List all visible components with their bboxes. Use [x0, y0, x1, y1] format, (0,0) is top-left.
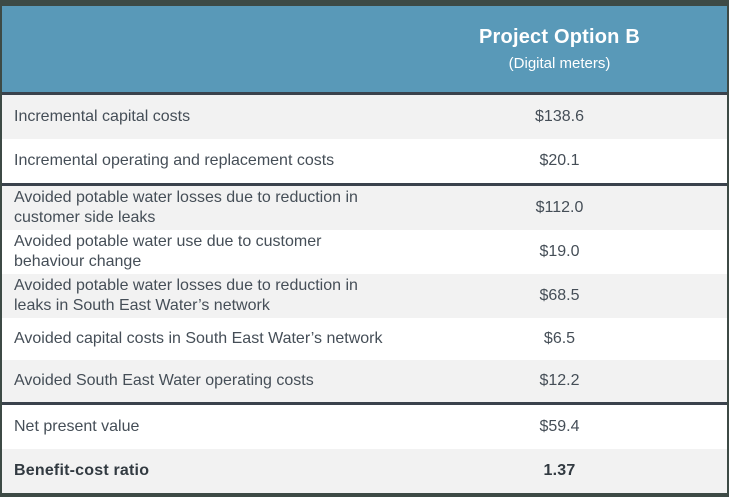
row-value: $20.1	[539, 152, 580, 169]
table-header: Project Option B (Digital meters)	[2, 6, 727, 95]
table-row: Benefit-cost ratio 1.37	[2, 449, 727, 493]
row-value: $112.0	[535, 199, 584, 216]
row-label: Benefit-cost ratio	[14, 462, 150, 479]
row-value: $59.4	[539, 418, 580, 435]
row-label: Avoided South East Water operating costs	[14, 372, 314, 389]
table-row: Incremental operating and replacement co…	[2, 139, 727, 183]
table-row: Avoided potable water use due to custome…	[2, 230, 727, 274]
table-row: Avoided capital costs in South East Wate…	[2, 318, 727, 360]
row-label: Net present value	[14, 418, 140, 435]
row-value: $68.5	[539, 287, 580, 304]
column-header-subtitle: (Digital meters)	[508, 55, 611, 72]
table-section-avoided-costs: Avoided potable water losses due to redu…	[2, 183, 727, 402]
row-value: $138.6	[535, 108, 584, 125]
row-value: $6.5	[543, 330, 576, 347]
row-value: $12.2	[539, 372, 580, 389]
row-value: $19.0	[539, 243, 580, 260]
row-label: Incremental operating and replacement co…	[14, 152, 335, 169]
table-section-results: Net present value $59.4 Benefit-cost ratio…	[2, 402, 727, 493]
table-row: Avoided potable water losses due to redu…	[2, 186, 727, 230]
column-header-title: Project Option B	[479, 26, 640, 48]
row-label: Avoided capital costs in South East Wate…	[14, 330, 383, 347]
row-label: Avoided potable water use due to custome…	[14, 233, 322, 270]
row-label: Avoided potable water losses due to redu…	[14, 189, 358, 226]
row-label: Avoided potable water losses due to redu…	[14, 277, 358, 314]
row-value: 1.37	[543, 462, 576, 479]
row-label: Incremental capital costs	[14, 108, 191, 125]
table-row: Avoided potable water losses due to redu…	[2, 274, 727, 318]
table-row: Avoided South East Water operating costs…	[2, 360, 727, 402]
table-body: Incremental capital costs $138.6 Increment…	[2, 95, 727, 493]
table-row: Net present value $59.4	[2, 405, 727, 449]
header-value-cell: Project Option B (Digital meters)	[392, 6, 727, 92]
table-section-costs: Incremental capital costs $138.6 Increment…	[2, 95, 727, 183]
table-row: Incremental capital costs $138.6	[2, 95, 727, 139]
header-empty-cell	[2, 6, 392, 92]
